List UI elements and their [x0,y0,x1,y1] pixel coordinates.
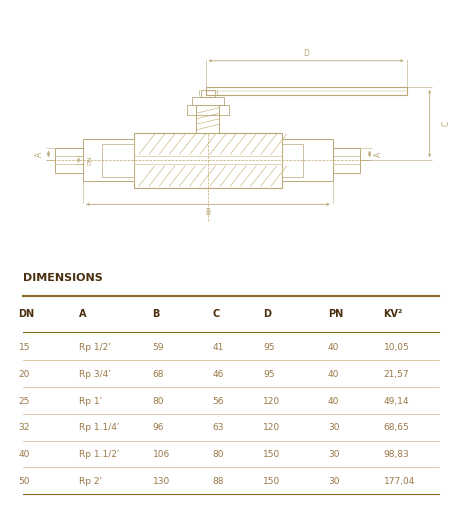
Text: 63: 63 [213,424,224,432]
Text: 68,65: 68,65 [383,424,409,432]
Text: 96: 96 [152,424,164,432]
Bar [134,132,282,188]
Bar [201,90,215,97]
Text: 56: 56 [213,396,224,405]
Text: Rp 1/2ʹ: Rp 1/2ʹ [79,343,110,352]
Text: A: A [35,151,44,157]
Text: 95: 95 [263,370,275,379]
Text: 32: 32 [18,424,30,432]
Text: Rp 1.1/4ʹ: Rp 1.1/4ʹ [79,423,119,432]
Text: C: C [441,121,450,126]
Bar [102,144,134,177]
Text: 30: 30 [328,477,340,486]
Text: D: D [303,49,309,58]
Text: 150: 150 [263,477,280,486]
Text: 41: 41 [213,343,224,352]
Text: 10,05: 10,05 [383,343,409,352]
Text: 40: 40 [328,370,340,379]
Text: 120: 120 [263,396,280,405]
Text: B: B [152,309,160,319]
Text: 30: 30 [328,450,340,459]
Text: 80: 80 [213,450,224,459]
Bar [83,140,134,181]
Text: B: B [205,208,211,217]
Text: 46: 46 [213,370,224,379]
Bar [282,140,333,181]
Text: 106: 106 [152,450,170,459]
Bar [206,87,407,95]
Text: DIMENSIONS: DIMENSIONS [23,274,103,283]
Text: 40: 40 [18,450,30,459]
Text: 88: 88 [213,477,224,486]
Bar [187,105,229,115]
Text: 150: 150 [263,450,280,459]
Text: Rp 1.1/2ʹ: Rp 1.1/2ʹ [79,450,119,459]
Text: 130: 130 [152,477,170,486]
Text: KV²: KV² [383,309,403,319]
Text: 49,14: 49,14 [383,396,409,405]
Bar [282,144,303,177]
Text: 15: 15 [18,343,30,352]
Bar [192,97,224,105]
Text: 40: 40 [328,343,340,352]
Text: 20: 20 [18,370,30,379]
Text: 21,57: 21,57 [383,370,409,379]
Text: PN: PN [328,309,343,319]
Text: 80: 80 [152,396,164,405]
Text: A: A [79,309,86,319]
Text: Rp 2ʹ: Rp 2ʹ [79,477,102,486]
Text: Rp 1ʹ: Rp 1ʹ [79,396,102,405]
Bar [196,105,219,132]
Text: D: D [263,309,271,319]
Text: DN: DN [18,309,35,319]
Text: 40: 40 [328,396,340,405]
Text: 50: 50 [18,477,30,486]
Text: 177,04: 177,04 [383,477,415,486]
Text: 30: 30 [328,424,340,432]
Text: 95: 95 [263,343,275,352]
Text: 59: 59 [152,343,164,352]
Text: C: C [213,309,220,319]
Text: 98,83: 98,83 [383,450,409,459]
Text: Rp 3/4ʹ: Rp 3/4ʹ [79,369,110,379]
Text: 120: 120 [263,424,280,432]
Text: DN: DN [88,155,92,165]
Text: 68: 68 [152,370,164,379]
Text: A: A [374,151,383,157]
Text: 25: 25 [18,396,30,405]
